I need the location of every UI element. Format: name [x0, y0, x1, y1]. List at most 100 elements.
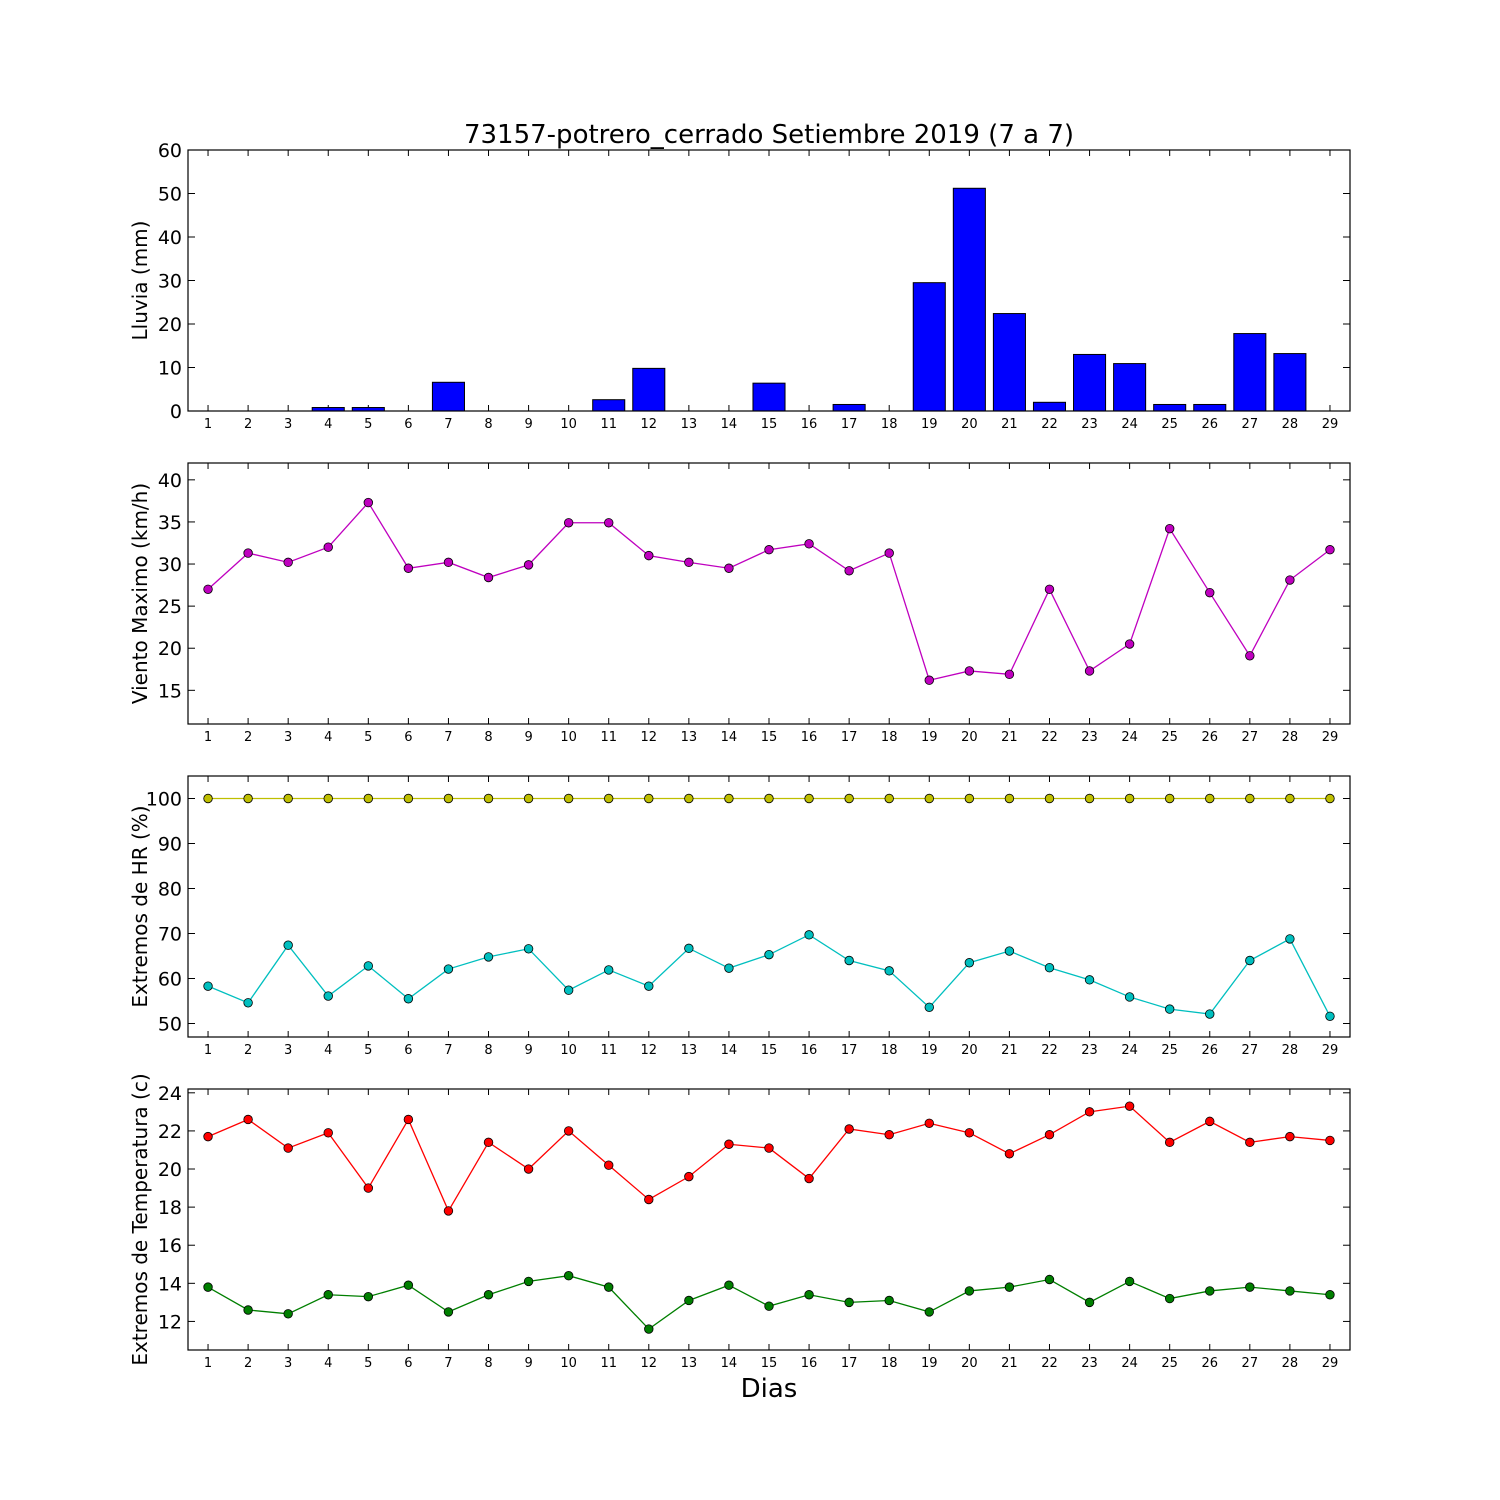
x-tick-label: 19	[921, 1356, 938, 1371]
x-tick-label: 8	[484, 1043, 492, 1058]
x-tick-label: 5	[364, 1356, 372, 1371]
series-1-point-day-24	[1124, 1101, 1135, 1111]
x-tick-label: 22	[1041, 1356, 1058, 1371]
y-tick-label: 100	[146, 789, 182, 811]
series-2-point-day-22	[1044, 1274, 1055, 1285]
x-tick-label: 25	[1161, 730, 1178, 745]
x-tick-label: 17	[841, 417, 858, 432]
x-tick-label: 25	[1161, 1043, 1178, 1058]
x-tick-label: 22	[1041, 417, 1058, 432]
x-tick-label: 1	[204, 417, 212, 432]
x-tick-label: 13	[681, 417, 698, 432]
rain-bar-day-21	[992, 313, 1026, 412]
series-1-point-day-15	[764, 793, 774, 804]
series-1-point-day-5	[363, 793, 374, 804]
series-line-2	[207, 934, 1331, 1017]
series-1-point-day-13	[684, 1171, 694, 1182]
series-2-point-day-27	[1245, 1282, 1255, 1292]
series-1-point-day-1	[203, 793, 213, 804]
x-tick-label: 28	[1282, 417, 1299, 432]
x-tick-label: 5	[364, 730, 372, 745]
series-2-point-day-18	[884, 966, 894, 976]
series-1-point-day-29	[1325, 1135, 1335, 1146]
series-1-point-day-29	[1325, 545, 1335, 555]
series-1-point-day-17	[844, 566, 854, 576]
rain-bar-day-27	[1233, 333, 1267, 412]
x-tick-label: 3	[284, 1043, 292, 1058]
series-1-point-day-21	[1004, 669, 1015, 680]
series-1-point-day-6	[403, 793, 414, 804]
series-2-point-day-7	[443, 964, 454, 974]
series-1-point-day-12	[644, 1194, 654, 1205]
x-tick-label: 1	[204, 730, 212, 745]
y-tick-label: 10	[158, 358, 182, 380]
x-tick-label: 27	[1242, 1356, 1259, 1371]
series-2-point-day-29	[1325, 1290, 1335, 1300]
x-tick-label: 26	[1201, 1356, 1218, 1371]
x-tick-label: 8	[484, 417, 492, 432]
rain-bar-day-23	[1073, 353, 1107, 412]
x-tick-label: 9	[524, 1356, 532, 1371]
rain-bar-day-19	[912, 282, 946, 412]
series-1-point-day-6	[403, 563, 414, 573]
series-1-point-day-7	[443, 1206, 454, 1216]
series-1-point-day-27	[1245, 651, 1255, 661]
x-tick-label: 16	[801, 1356, 818, 1371]
y-tick-label: 70	[158, 924, 182, 946]
series-1-point-day-7	[443, 557, 454, 568]
axes-frame	[187, 462, 1351, 725]
x-tick-label: 3	[284, 1356, 292, 1371]
series-1-point-day-2	[243, 548, 253, 558]
x-tick-label: 7	[444, 417, 452, 432]
series-1-point-day-1	[203, 584, 213, 594]
x-tick-label: 13	[681, 1356, 698, 1371]
x-tick-label: 6	[404, 1043, 412, 1058]
series-2-point-day-8	[483, 1290, 494, 1300]
x-tick-label: 17	[841, 730, 858, 745]
y-tick-label: 80	[158, 879, 182, 901]
x-tick-label: 9	[524, 1043, 532, 1058]
x-tick-label: 15	[761, 1356, 778, 1371]
series-2-point-day-3	[283, 940, 293, 950]
x-tick-label: 16	[801, 1043, 818, 1058]
series-1-point-day-22	[1044, 584, 1055, 594]
series-2-point-day-10	[563, 985, 574, 995]
series-1-point-day-22	[1044, 1130, 1055, 1140]
series-2-point-day-17	[844, 1297, 854, 1308]
series-1-point-day-20	[964, 1128, 975, 1138]
x-axis-label: Dias	[741, 1374, 798, 1404]
x-tick-label: 29	[1322, 1043, 1339, 1058]
series-1-point-day-26	[1205, 793, 1215, 804]
series-1-point-day-26	[1205, 587, 1215, 598]
y-tick-label: 50	[158, 184, 182, 206]
series-1-point-day-23	[1084, 793, 1095, 804]
x-tick-label: 12	[641, 730, 658, 745]
series-1-point-day-25	[1164, 523, 1175, 534]
series-1-point-day-19	[924, 793, 934, 804]
x-tick-label: 11	[600, 1356, 617, 1371]
x-tick-label: 8	[484, 1356, 492, 1371]
series-1-point-day-10	[563, 518, 574, 528]
x-tick-label: 1	[204, 1043, 212, 1058]
series-2-point-day-21	[1004, 1282, 1015, 1292]
x-tick-label: 25	[1161, 417, 1178, 432]
rain-bar-day-12	[632, 367, 666, 412]
series-2-point-day-1	[203, 981, 213, 991]
series-2-point-day-4	[323, 991, 333, 1001]
x-tick-label: 16	[801, 417, 818, 432]
x-tick-label: 15	[761, 417, 778, 432]
y-tick-label: 25	[158, 596, 182, 618]
x-tick-label: 24	[1121, 730, 1138, 745]
series-2-point-day-23	[1084, 1297, 1095, 1308]
x-tick-label: 28	[1282, 1043, 1299, 1058]
x-tick-label: 24	[1121, 1356, 1138, 1371]
x-tick-label: 20	[961, 730, 978, 745]
y-tick-label: 20	[158, 638, 182, 660]
series-1-point-day-7	[443, 793, 454, 804]
series-2-point-day-8	[483, 952, 494, 962]
x-tick-label: 18	[881, 730, 898, 745]
x-tick-label: 6	[404, 730, 412, 745]
x-tick-label: 4	[324, 730, 332, 745]
x-tick-label: 10	[560, 1043, 577, 1058]
